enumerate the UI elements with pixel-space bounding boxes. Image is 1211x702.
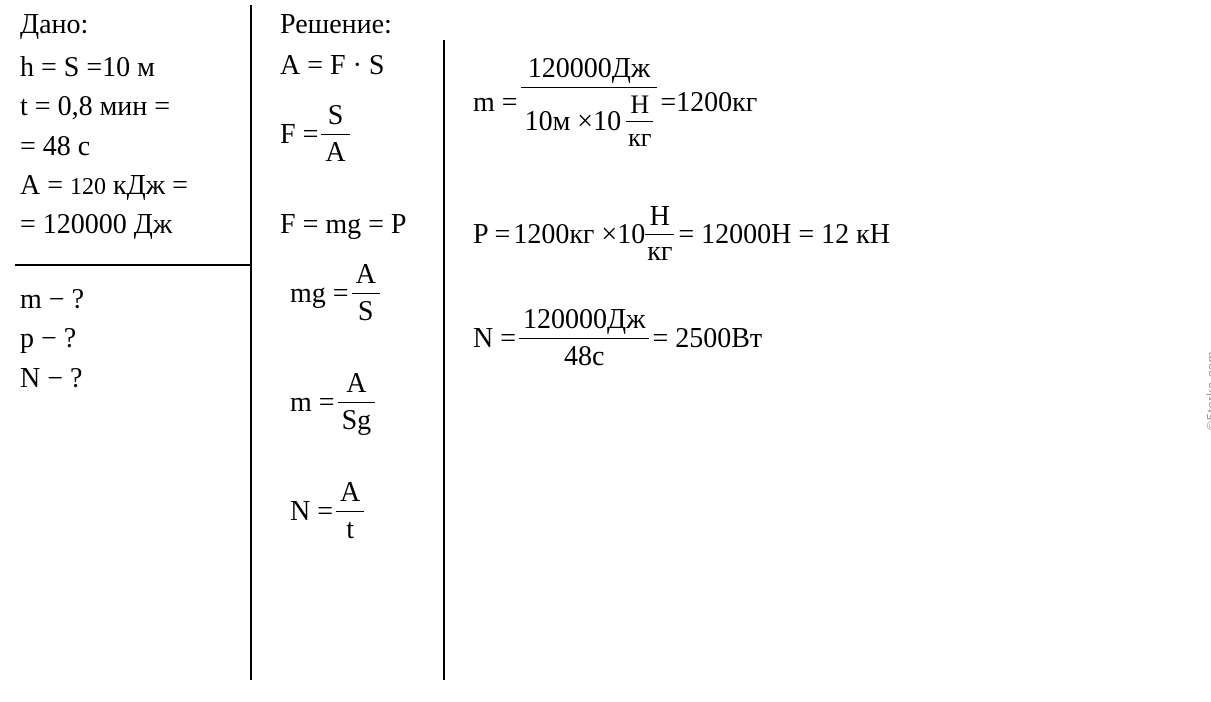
watermark: ©5terka.com <box>1204 351 1211 430</box>
derivation-eq-force: F = S А <box>280 100 450 169</box>
calc-power: N = 120000Дж 48с = 2500Вт <box>473 304 1211 373</box>
unit-den: кг <box>626 122 653 153</box>
fraction: А Sg <box>338 368 376 437</box>
eq-lhs: P = <box>473 219 510 251</box>
unit-num: Н <box>645 201 674 235</box>
fraction: А t <box>336 477 364 546</box>
given-line: А = 120 кДж = <box>20 166 255 205</box>
derivation-column: Решение: А = F · S F = S А F = mg = P mg… <box>265 5 450 702</box>
unit-fraction: Н кг <box>626 90 653 153</box>
fraction-num: А <box>336 477 364 512</box>
calc-mass: m = 120000Дж 10м ×10 Н кг =1200кг <box>473 53 1211 153</box>
derivation-eq-mass: m = А Sg <box>290 368 450 437</box>
given-line: = 48 с <box>20 127 255 166</box>
unit-fraction: Н кг <box>645 201 674 268</box>
eq-lhs: F = <box>280 119 318 151</box>
fraction-num: А <box>352 259 380 294</box>
eq-text: F = mg = P <box>280 209 407 241</box>
eq-text: А = F · S <box>280 50 384 82</box>
given-column: Дано: h = S =10 м t = 0,8 мин = = 48 с А… <box>20 5 265 702</box>
given-separator <box>15 264 250 266</box>
derivation-eq-weight: F = mg = P <box>280 209 450 241</box>
eq-lhs: m = <box>473 87 518 119</box>
eq-lhs: mg = <box>290 278 349 310</box>
given-label: Дано: <box>20 5 255 44</box>
unit-num: Н <box>626 90 653 122</box>
fraction-den: Sg <box>338 403 376 437</box>
fraction-den: 48с <box>519 339 649 373</box>
fraction-num: А <box>338 368 376 403</box>
fraction-num: 120000Дж <box>521 53 658 88</box>
derivation-eq-work: А = F · S <box>280 50 450 82</box>
calculation-column: m = 120000Дж 10м ×10 Н кг =1200кг P = 12… <box>450 5 1211 702</box>
find-line: N − ? <box>20 359 265 398</box>
fraction-num: S <box>321 100 349 135</box>
calc-weight: P = 1200кг ×10 Н кг = 12000Н = 12 кН <box>473 201 1211 268</box>
physics-solution-layout: Дано: h = S =10 м t = 0,8 мин = = 48 с А… <box>20 5 1211 702</box>
eq-lhs: m = <box>290 387 335 419</box>
fraction-den: А <box>321 135 349 169</box>
find-line: m − ? <box>20 280 265 319</box>
fraction: S А <box>321 100 349 169</box>
eq-lhs: N = <box>290 496 333 528</box>
find-line: p − ? <box>20 319 265 358</box>
fraction: 120000Дж 10м ×10 Н кг <box>521 53 658 153</box>
fraction-num: 120000Дж <box>519 304 649 339</box>
eq-text: 1200кг ×10 <box>513 219 645 251</box>
eq-result: = 12000Н = 12 кН <box>678 219 890 251</box>
given-line: h = S =10 м <box>20 48 255 87</box>
eq-lhs: N = <box>473 323 516 355</box>
solution-label: Решение: <box>280 5 450 44</box>
eq-result: =1200кг <box>660 87 757 119</box>
eq-result: = 2500Вт <box>652 323 762 355</box>
derivation-eq-power: N = А t <box>290 477 450 546</box>
fraction: А S <box>352 259 380 328</box>
fraction-den: S <box>352 294 380 328</box>
derivation-eq-mg: mg = А S <box>290 259 450 328</box>
fraction-den: 10м ×10 Н кг <box>521 88 658 153</box>
given-line: = 120000 Дж <box>20 205 255 244</box>
fraction: 120000Дж 48с <box>519 304 649 373</box>
given-line: t = 0,8 мин = <box>20 87 255 126</box>
unit-den: кг <box>645 235 674 268</box>
fraction-den: t <box>336 512 364 546</box>
